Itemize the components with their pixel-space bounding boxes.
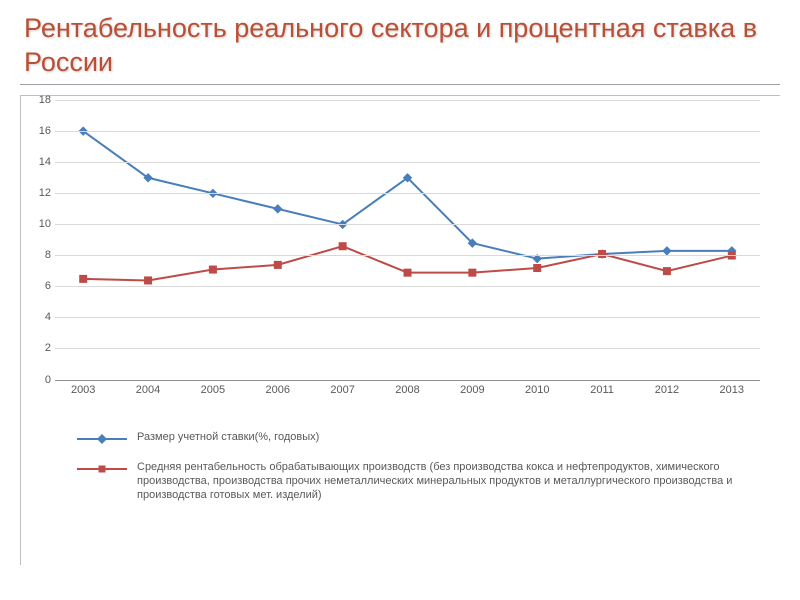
- y-tick-label: 12: [27, 187, 51, 199]
- series-marker: [339, 242, 346, 249]
- series-marker: [274, 204, 282, 212]
- series-marker: [663, 267, 670, 274]
- x-tick-label: 2004: [136, 384, 160, 396]
- title-underline: [20, 84, 780, 85]
- gridline: [55, 100, 760, 101]
- legend: Размер учетной ставки(%, годовых) Средняя…: [75, 430, 738, 503]
- y-tick-label: 14: [27, 156, 51, 168]
- x-tick-label: 2007: [330, 384, 354, 396]
- y-tick-label: 10: [27, 218, 51, 230]
- gridline: [55, 348, 760, 349]
- gridline: [55, 224, 760, 225]
- legend-label: Размер учетной ставки(%, годовых): [137, 430, 319, 444]
- y-tick-label: 4: [27, 311, 51, 323]
- series-marker: [145, 276, 152, 283]
- series-line: [83, 131, 732, 259]
- plot-area: 024681012141618: [55, 100, 760, 380]
- series-marker: [469, 269, 476, 276]
- series-marker: [209, 266, 216, 273]
- x-tick-label: 2010: [525, 384, 549, 396]
- chart-svg: [55, 100, 760, 380]
- x-tick-label: 2011: [590, 384, 614, 396]
- chart-container: 024681012141618 200320042005200620072008…: [20, 95, 780, 565]
- series-marker: [80, 275, 87, 282]
- gridline: [55, 317, 760, 318]
- x-tick-label: 2012: [655, 384, 679, 396]
- x-tick-label: 2006: [266, 384, 290, 396]
- gridline: [55, 131, 760, 132]
- series-marker: [663, 246, 671, 254]
- x-tick-label: 2003: [71, 384, 95, 396]
- legend-label: Средняя рентабельность обрабатывающих пр…: [137, 460, 738, 503]
- legend-swatch: [75, 432, 129, 446]
- legend-swatch: [75, 462, 129, 476]
- x-tick-label: 2009: [460, 384, 484, 396]
- x-tick-label: 2013: [720, 384, 744, 396]
- x-tick-label: 2008: [395, 384, 419, 396]
- legend-item: Средняя рентабельность обрабатывающих пр…: [75, 460, 738, 503]
- gridline: [55, 162, 760, 163]
- series-marker: [534, 264, 541, 271]
- y-tick-label: 8: [27, 249, 51, 261]
- gridline: [55, 193, 760, 194]
- y-tick-label: 2: [27, 342, 51, 354]
- gridline: [55, 255, 760, 256]
- x-axis-labels: 2003 2004 2005 2006 2007 2008 2009 2010 2011 2012…: [55, 380, 760, 400]
- legend-item: Размер учетной ставки(%, годовых): [75, 430, 738, 446]
- gridline: [55, 286, 760, 287]
- y-tick-label: 16: [27, 125, 51, 137]
- y-tick-label: 18: [27, 94, 51, 106]
- series-marker: [404, 269, 411, 276]
- x-tick-label: 2005: [201, 384, 225, 396]
- y-tick-label: 0: [27, 374, 51, 386]
- series-marker: [274, 261, 281, 268]
- y-tick-label: 6: [27, 280, 51, 292]
- page-title: Рентабельность реального сектора и проце…: [24, 12, 780, 80]
